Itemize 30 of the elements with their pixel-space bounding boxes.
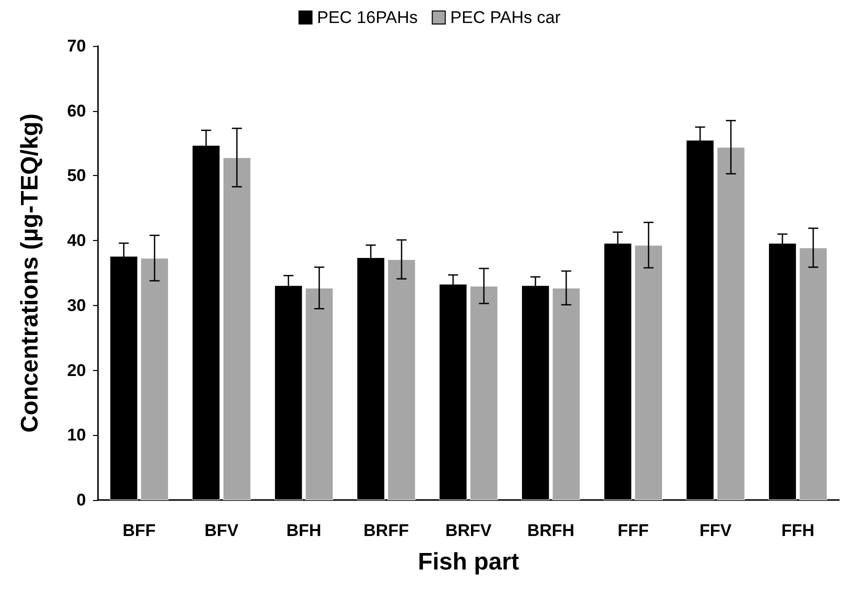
y-tick-label: 10 [67, 426, 86, 445]
bar [634, 245, 663, 500]
y-tick-label: 30 [67, 296, 86, 315]
y-axis-title: Concentrations (µg-TEQ/kg) [16, 113, 44, 433]
x-tick-label: BFH [286, 521, 322, 540]
x-tick-label: FFF [618, 521, 649, 540]
x-tick-label: BRFF [364, 521, 409, 540]
bar [305, 288, 334, 500]
legend-label: PEC 16PAHs [317, 8, 418, 27]
y-tick-label: 40 [67, 231, 86, 250]
legend-label: PEC PAHs car [450, 8, 561, 27]
bar [716, 147, 745, 500]
bar [388, 259, 416, 500]
bar [552, 288, 580, 500]
y-tick-label: 70 [67, 36, 86, 56]
y-tick-label: 50 [67, 166, 86, 186]
y-tick-label: 0 [76, 490, 86, 510]
bar [222, 158, 251, 500]
x-axis-title: Fish part [418, 548, 520, 576]
y-tick-label: 20 [67, 360, 86, 380]
x-tick-label: BFV [204, 521, 240, 540]
x-tick-label: BRFH [527, 521, 574, 540]
x-tick-label: FFV [699, 521, 732, 540]
bar [470, 286, 498, 500]
x-tick-label: BFF [122, 521, 156, 540]
y-tick-label: 60 [67, 101, 86, 120]
bar [799, 248, 828, 500]
x-tick-label: BRFV [445, 521, 492, 540]
x-tick-label: FFH [781, 521, 814, 540]
bar [140, 258, 169, 500]
